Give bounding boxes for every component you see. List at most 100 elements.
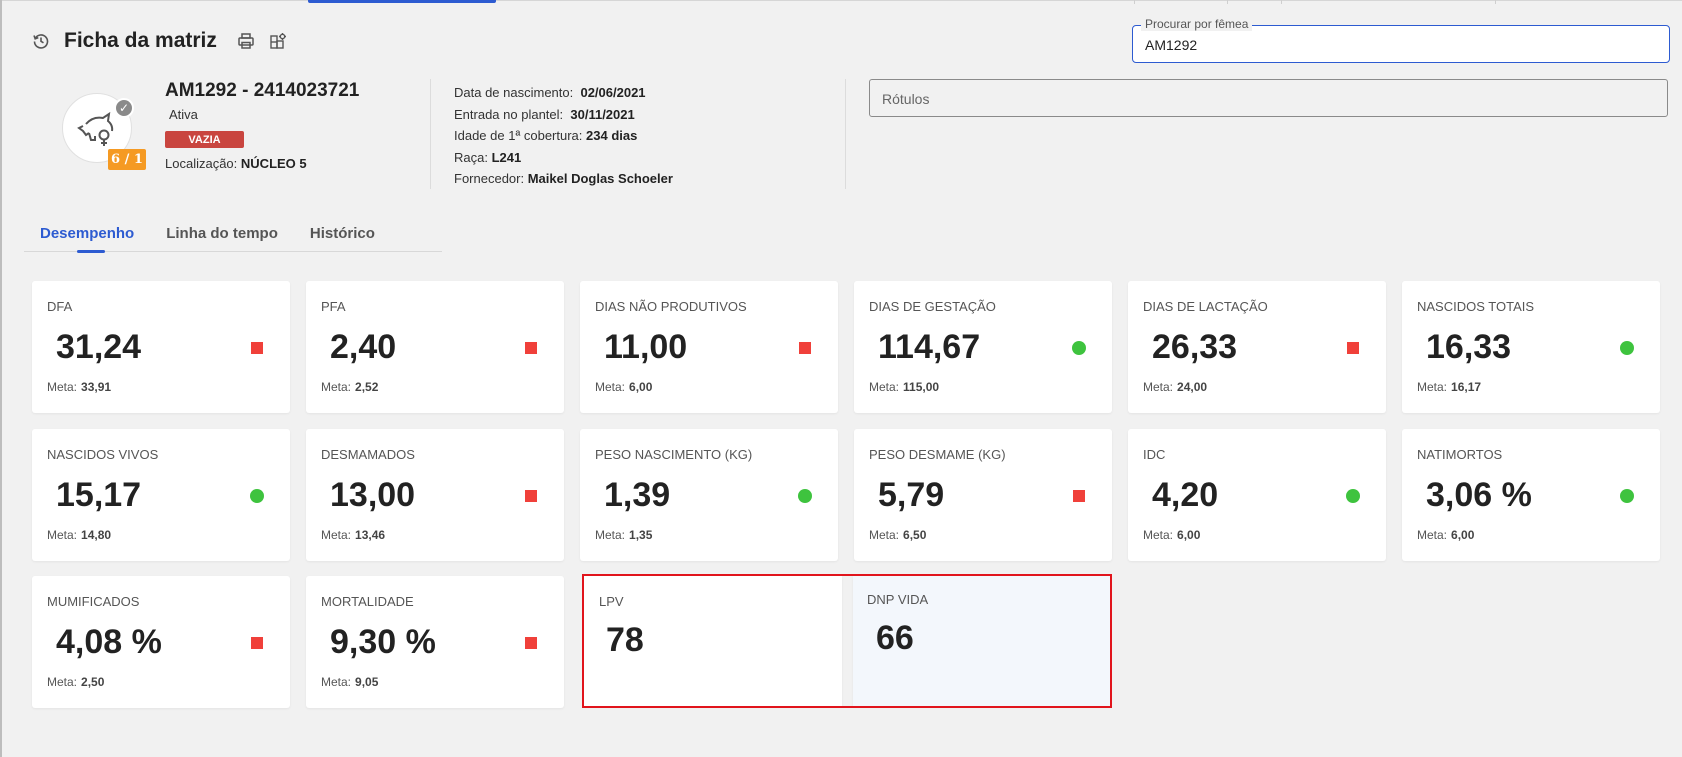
kpi-meta: Meta: 2,50 — [47, 675, 104, 689]
labels-field[interactable]: Rótulos — [869, 79, 1668, 117]
kpi-meta-value: 16,17 — [1451, 380, 1482, 394]
search-sow-field[interactable]: Procurar por fêmea — [1132, 17, 1670, 63]
status-good-icon — [1620, 489, 1634, 503]
kpi-meta-value: 1,35 — [629, 528, 653, 542]
active-top-tab-indicator — [308, 0, 496, 3]
kpi-meta-label: Meta: — [1143, 380, 1174, 394]
printer-icon[interactable] — [235, 30, 257, 52]
breed: Raça: L241 — [454, 149, 522, 165]
kpi-meta: Meta: 16,17 — [1417, 380, 1481, 394]
kpi-meta-label: Meta: — [595, 528, 626, 542]
top-border — [0, 0, 1682, 1]
status-bad-icon — [525, 342, 537, 354]
kpi-card[interactable]: DIAS DE LACTAÇÃO 26,33 Meta: 24,00 — [1128, 281, 1386, 413]
sow-location: Localização: NÚCLEO 5 — [165, 156, 307, 171]
kpi-title: LPV — [599, 594, 624, 609]
status-bad-icon — [251, 342, 263, 354]
first-cover-age: Idade de 1ª cobertura: 234 dias — [454, 128, 638, 143]
kpi-value: 1,39 — [604, 476, 671, 514]
kpi-title: DIAS DE LACTAÇÃO — [1143, 299, 1268, 314]
kpi-value: 4,20 — [1152, 476, 1219, 514]
kpi-meta: Meta: 24,00 — [1143, 380, 1207, 394]
kpi-meta-value: 33,91 — [81, 380, 112, 394]
tab-linha-do-tempo[interactable]: Linha do tempo — [166, 225, 278, 242]
sow-id: AM1292 - 2414023721 — [165, 80, 360, 101]
kpi-meta-label: Meta: — [1417, 528, 1448, 542]
supplier: Fornecedor: Maikel Doglas Schoeler — [454, 171, 673, 186]
kpi-meta-value: 9,05 — [355, 675, 379, 689]
status-badge: VAZIA — [165, 131, 244, 148]
kpi-card[interactable]: DESMAMADOS 13,00 Meta: 13,46 — [306, 429, 564, 561]
kpi-title: PFA — [321, 299, 346, 314]
status-bad-icon — [251, 637, 263, 649]
check-icon: ✓ — [114, 98, 134, 118]
kpi-card[interactable]: NASCIDOS VIVOS 15,17 Meta: 14,80 — [32, 429, 290, 561]
kpi-card[interactable]: MORTALIDADE 9,30 % Meta: 9,05 — [306, 576, 564, 708]
kpi-value: 3,06 % — [1426, 476, 1532, 514]
kpi-card[interactable]: MUMIFICADOS 4,08 % Meta: 2,50 — [32, 576, 290, 708]
history-back-icon[interactable] — [30, 30, 52, 52]
status-bad-icon — [1073, 490, 1085, 502]
kpi-meta-value: 2,50 — [81, 675, 105, 689]
kpi-card[interactable]: DFA 31,24 Meta: 33,91 — [32, 281, 290, 413]
kpi-card[interactable]: DNP VIDA 66 — [853, 576, 1110, 706]
kpi-meta-value: 6,00 — [1177, 528, 1201, 542]
kpi-title: MUMIFICADOS — [47, 594, 140, 609]
kpi-title: NASCIDOS TOTAIS — [1417, 299, 1535, 314]
labels-placeholder: Rótulos — [882, 91, 930, 107]
sow-status: Ativa — [169, 107, 198, 122]
kpi-meta-value: 14,80 — [81, 528, 112, 542]
kpi-meta-label: Meta: — [1417, 380, 1448, 394]
kpi-meta-label: Meta: — [321, 528, 352, 542]
kpi-card[interactable]: IDC 4,20 Meta: 6,00 — [1128, 429, 1386, 561]
kpi-value: 5,79 — [878, 476, 945, 514]
sow-details: Data de nascimento: 02/06/2021 Entrada n… — [454, 82, 673, 190]
kpi-card[interactable]: PESO NASCIMENTO (KG) 1,39 Meta: 1,35 — [580, 429, 838, 561]
kpi-meta-label: Meta: — [47, 675, 78, 689]
layout-settings-icon[interactable] — [267, 30, 289, 52]
top-tick — [1227, 0, 1228, 4]
kpi-value: 13,00 — [330, 476, 416, 514]
location-label: Localização: — [165, 156, 238, 171]
tab-desempenho[interactable]: Desempenho — [24, 222, 150, 253]
kpi-value: 66 — [876, 619, 914, 657]
tab-historico[interactable]: Histórico — [309, 225, 375, 242]
kpi-meta-value: 2,52 — [355, 380, 379, 394]
search-label: Procurar por fêmea — [1141, 17, 1253, 31]
kpi-meta-label: Meta: — [869, 528, 900, 542]
status-good-icon — [1346, 489, 1360, 503]
kpi-card[interactable]: PFA 2,40 Meta: 2,52 — [306, 281, 564, 413]
kpi-meta: Meta: 6,50 — [869, 528, 926, 542]
tab-bar: Desempenho Linha do tempo Histórico — [24, 222, 442, 253]
kpi-card[interactable]: DIAS DE GESTAÇÃO 114,67 Meta: 115,00 — [854, 281, 1112, 413]
kpi-value: 4,08 % — [56, 623, 162, 661]
kpi-card[interactable]: NATIMORTOS 3,06 % Meta: 6,00 — [1402, 429, 1660, 561]
kpi-card[interactable]: DIAS NÃO PRODUTIVOS 11,00 Meta: 6,00 — [580, 281, 838, 413]
herd-entry: Entrada no plantel: 30/11/2021 — [454, 106, 635, 122]
kpi-value: 114,67 — [878, 328, 981, 366]
status-bad-icon — [525, 490, 537, 502]
kpi-meta-value: 6,00 — [1451, 528, 1475, 542]
kpi-title: DESMAMADOS — [321, 447, 415, 462]
kpi-meta: Meta: 13,46 — [321, 528, 385, 542]
kpi-card[interactable]: PESO DESMAME (KG) 5,79 Meta: 6,50 — [854, 429, 1112, 561]
kpi-meta-label: Meta: — [47, 528, 78, 542]
kpi-card[interactable]: LPV 78 — [584, 576, 842, 706]
top-tick — [1281, 0, 1282, 4]
status-bad-icon — [525, 637, 537, 649]
kpi-meta: Meta: 6,00 — [1417, 528, 1474, 542]
top-tick — [1495, 0, 1496, 4]
kpi-meta: Meta: 14,80 — [47, 528, 111, 542]
kpi-title: IDC — [1143, 447, 1166, 462]
status-bad-icon — [799, 342, 811, 354]
status-bad-icon — [1347, 342, 1359, 354]
search-input[interactable] — [1145, 37, 1645, 53]
kpi-card[interactable]: NASCIDOS TOTAIS 16,33 Meta: 16,17 — [1402, 281, 1660, 413]
kpi-meta-label: Meta: — [321, 675, 352, 689]
kpi-value: 31,24 — [56, 328, 142, 366]
kpi-title: PESO DESMAME (KG) — [869, 447, 1006, 462]
kpi-meta-value: 24,00 — [1177, 380, 1208, 394]
kpi-title: NASCIDOS VIVOS — [47, 447, 159, 462]
kpi-meta-label: Meta: — [1143, 528, 1174, 542]
kpi-value: 15,17 — [56, 476, 142, 514]
